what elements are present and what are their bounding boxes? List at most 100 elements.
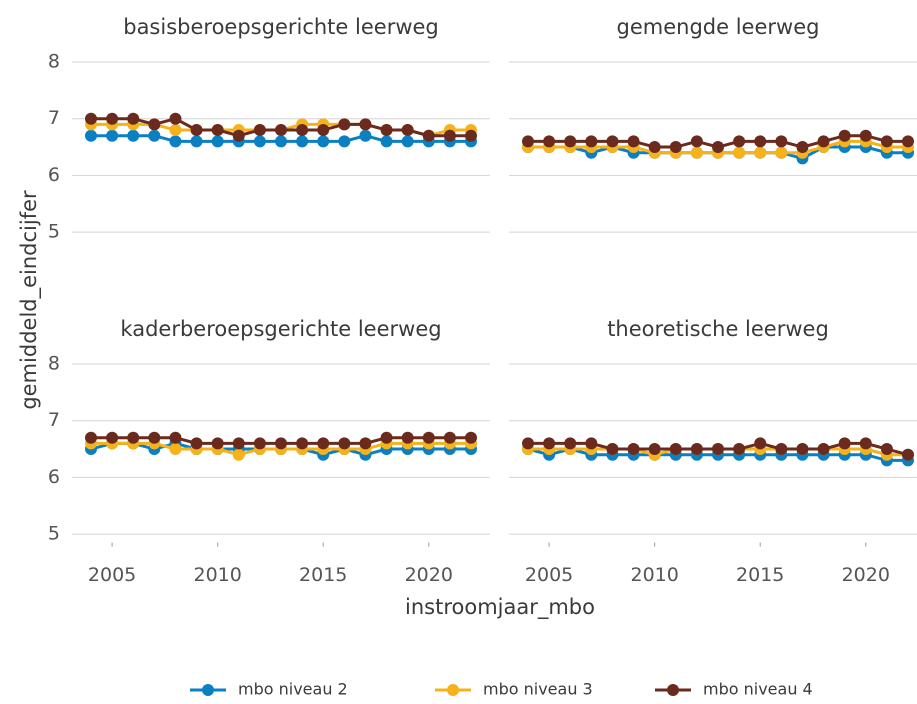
data-point (148, 118, 161, 131)
legend-label: mbo niveau 2 (238, 680, 348, 699)
legend-label: mbo niveau 4 (703, 680, 813, 699)
data-point (585, 437, 598, 450)
data-point (733, 146, 746, 159)
legend-marker (447, 684, 459, 696)
data-point (648, 141, 661, 154)
data-point (733, 443, 746, 456)
data-point (296, 124, 309, 137)
data-point (733, 135, 746, 148)
data-point (106, 129, 119, 142)
x-tick-label: 2020 (842, 564, 890, 586)
data-point (627, 135, 640, 148)
data-point (148, 129, 161, 142)
data-point (754, 437, 767, 450)
data-point (190, 135, 203, 148)
data-point (543, 135, 556, 148)
x-tick-label: 2005 (88, 564, 136, 586)
y-tick-label: 5 (48, 523, 60, 545)
data-point (859, 129, 872, 142)
data-point (232, 448, 245, 461)
data-point (253, 135, 266, 148)
data-point (275, 124, 287, 137)
data-point (253, 124, 266, 137)
data-point (902, 448, 914, 461)
y-tick-label: 8 (48, 51, 60, 73)
data-point (359, 129, 372, 142)
data-point (838, 129, 851, 142)
data-point (211, 135, 224, 148)
data-point (359, 437, 372, 450)
x-tick-label: 2010 (193, 564, 241, 586)
data-point (775, 443, 788, 456)
legend-marker (202, 684, 214, 696)
data-point (543, 437, 556, 450)
data-point (775, 146, 788, 159)
data-point (253, 437, 266, 450)
data-point (465, 129, 477, 142)
data-point (85, 112, 97, 125)
data-point (296, 135, 309, 148)
data-point (169, 443, 182, 456)
y-axis-label: gemiddeld_eindcijfer (17, 190, 42, 410)
data-point (859, 437, 872, 450)
data-point (401, 135, 414, 148)
data-point (712, 443, 724, 456)
x-tick-label: 2010 (630, 564, 678, 586)
data-point (690, 135, 703, 148)
data-point (359, 118, 372, 131)
y-tick-label: 7 (48, 107, 60, 129)
data-point (522, 135, 534, 148)
x-axis-label: instroomjaar_mbo (405, 595, 595, 620)
data-point (754, 146, 767, 159)
y-tick-label: 8 (48, 353, 60, 375)
data-point (380, 431, 393, 444)
data-point (880, 135, 893, 148)
data-point (380, 135, 393, 148)
data-point (796, 141, 809, 154)
data-point (690, 443, 703, 456)
data-point (211, 124, 224, 137)
data-point (796, 443, 809, 456)
data-point (169, 112, 182, 125)
data-point (211, 437, 224, 450)
data-point (902, 135, 914, 148)
y-tick-label: 6 (48, 164, 60, 186)
y-tick-label: 7 (48, 409, 60, 431)
legend-label: mbo niveau 3 (483, 680, 593, 699)
data-point (606, 135, 619, 148)
data-point (127, 431, 140, 444)
data-point (148, 431, 161, 444)
data-point (190, 437, 203, 450)
data-point (85, 129, 97, 142)
data-point (465, 431, 477, 444)
data-point (564, 135, 577, 148)
data-point (817, 443, 830, 456)
data-point (564, 437, 577, 450)
data-point (232, 129, 245, 142)
y-tick-label: 5 (48, 221, 60, 243)
data-point (712, 141, 724, 154)
data-point (317, 437, 330, 450)
data-point (669, 443, 682, 456)
data-point (106, 431, 119, 444)
x-tick-label: 2005 (525, 564, 573, 586)
data-point (127, 129, 140, 142)
data-point (838, 437, 851, 450)
data-point (443, 129, 456, 142)
data-point (775, 135, 788, 148)
data-point (627, 443, 640, 456)
data-point (275, 135, 287, 148)
data-point (169, 124, 182, 137)
data-point (232, 437, 245, 450)
data-point (380, 124, 393, 137)
data-point (817, 135, 830, 148)
data-point (422, 431, 435, 444)
data-point (275, 437, 287, 450)
data-point (169, 135, 182, 148)
data-point (85, 431, 97, 444)
data-point (127, 112, 140, 125)
data-point (401, 431, 414, 444)
panel-title: gemengde leerweg (617, 15, 820, 39)
data-point (169, 431, 182, 444)
